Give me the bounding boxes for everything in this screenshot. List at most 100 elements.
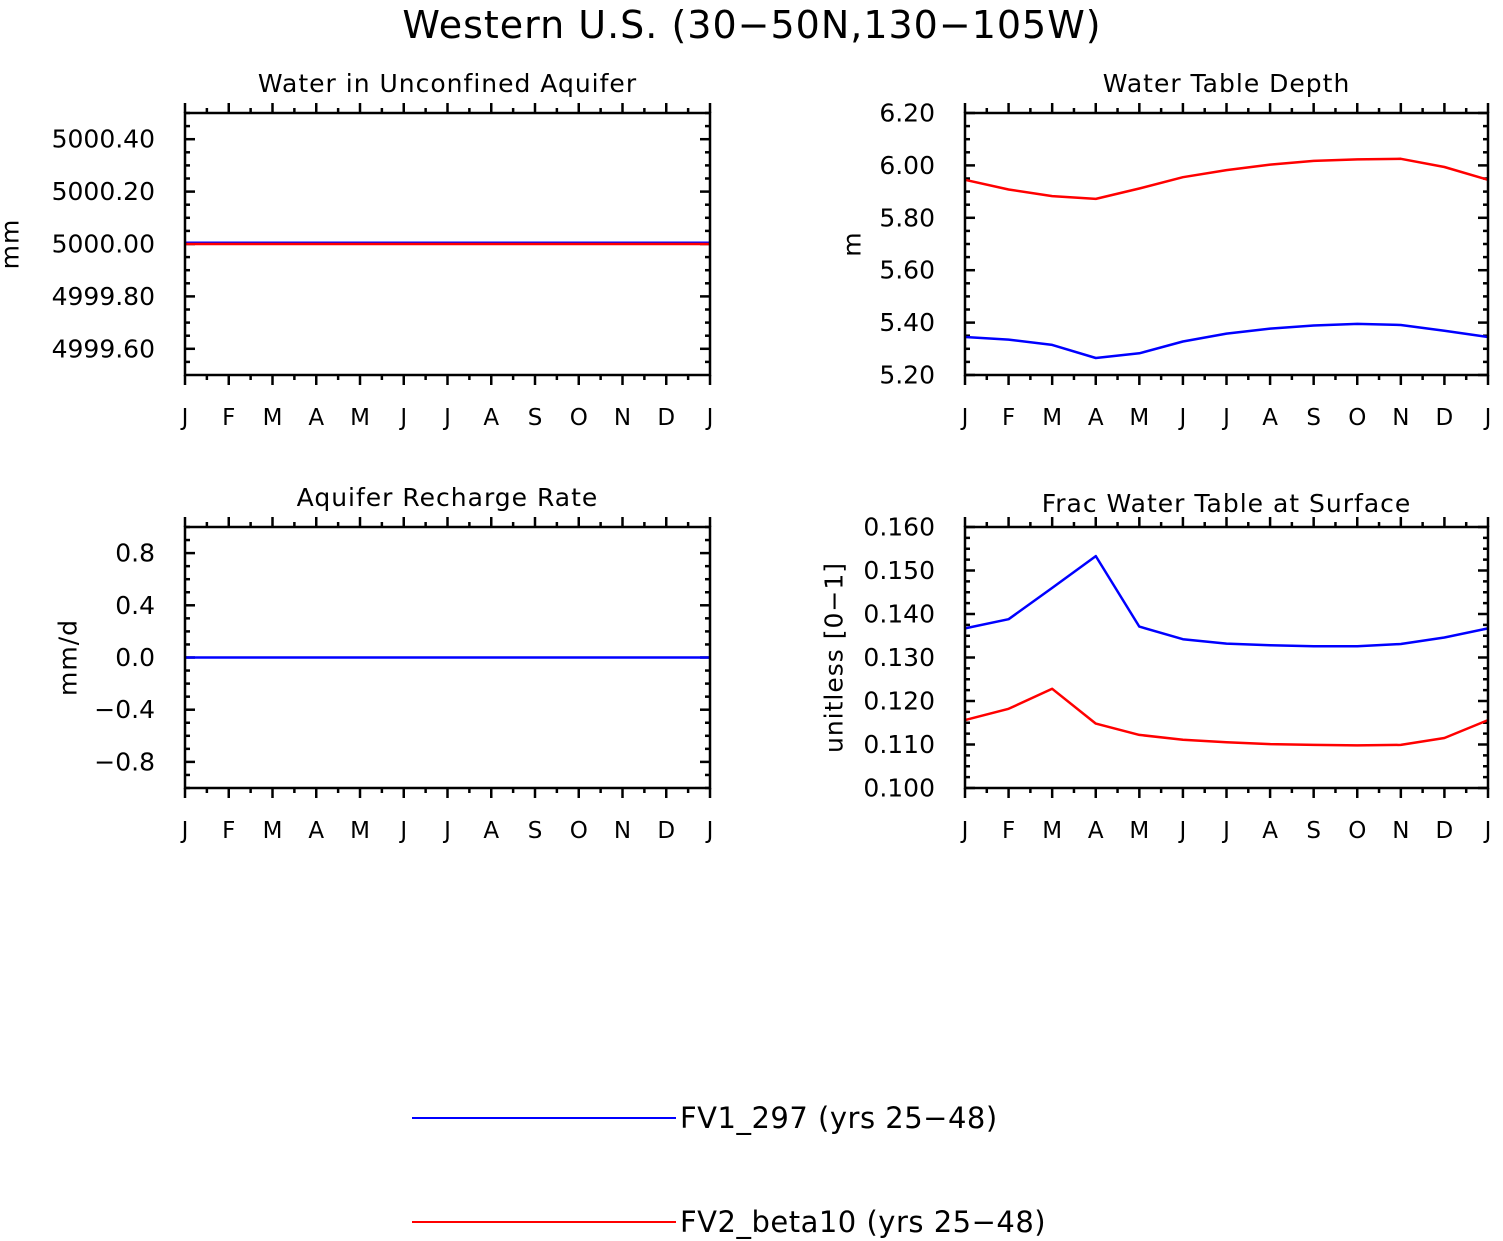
y-tick-label: 6.00 — [879, 151, 935, 180]
plot-frame — [963, 525, 1490, 790]
y-tick-label: 0.8 — [115, 539, 155, 568]
series-line-1 — [964, 322, 1489, 360]
chart-panel-4: Frac Water Table at Surface unitless [0−1… — [820, 489, 1492, 844]
y-axis-label: unitless [0−1] — [820, 562, 849, 753]
x-tick-label: A — [1262, 818, 1278, 844]
x-tick-label: A — [483, 405, 499, 431]
y-tick-label: 0.140 — [863, 600, 935, 629]
y-tick-label: 6.20 — [879, 99, 935, 128]
y-tick-label: 0.160 — [863, 513, 935, 542]
x-tick-label: A — [308, 405, 324, 431]
x-tick-label: J — [1483, 405, 1492, 431]
x-tick-label: A — [483, 818, 499, 844]
x-tick-label: N — [1392, 405, 1409, 431]
figure-title: Western U.S. (30−50N,130−105W) — [402, 3, 1101, 47]
x-tick-label: O — [570, 405, 588, 431]
x-tick-label: N — [1392, 818, 1409, 844]
y-tick-label: 5.60 — [879, 256, 935, 285]
x-tick-label: J — [398, 405, 407, 431]
y-axis-label: mm/d — [54, 619, 83, 696]
y-tick-label: 5000.40 — [52, 125, 155, 154]
x-tick-label: O — [1348, 818, 1366, 844]
x-tick-label: O — [570, 818, 588, 844]
x-tick-label: D — [657, 405, 675, 431]
x-tick-label: J — [442, 405, 451, 431]
x-tick-label: M — [1042, 818, 1062, 844]
legend-label: FV1_297 (yrs 25−48) — [680, 1101, 998, 1135]
x-tick-label: J — [960, 818, 969, 844]
x-tick-label: J — [1221, 818, 1230, 844]
y-tick-label: 5.80 — [879, 203, 935, 232]
x-tick-label: M — [263, 405, 283, 431]
x-tick-label: S — [1306, 818, 1321, 844]
series-line-2 — [964, 687, 1489, 747]
x-tick-label: N — [614, 818, 631, 844]
y-tick-label: 5000.20 — [52, 177, 155, 206]
x-tick-label: M — [350, 405, 370, 431]
x-tick-label: M — [1129, 818, 1149, 844]
x-tick-label: F — [222, 405, 235, 431]
panel-title: Frac Water Table at Surface — [1042, 489, 1412, 518]
x-tick-label: M — [1129, 405, 1149, 431]
x-tick-label: D — [1436, 818, 1454, 844]
legend: FV1_297 (yrs 25−48) FV2_beta10 (yrs 25−48… — [412, 1101, 1046, 1239]
y-tick-label: 0.0 — [115, 643, 155, 672]
x-tick-label: A — [1088, 405, 1104, 431]
x-tick-label: M — [1042, 405, 1062, 431]
x-tick-label: D — [1436, 405, 1454, 431]
x-tick-label: J — [705, 818, 714, 844]
x-tick-label: A — [1262, 405, 1278, 431]
x-tick-label: J — [180, 405, 189, 431]
x-tick-label: N — [614, 405, 631, 431]
series-line-2 — [964, 157, 1489, 201]
x-tick-label: F — [1002, 818, 1015, 844]
y-tick-label: 0.100 — [863, 774, 935, 803]
panel-title: Water in Unconfined Aquifer — [258, 69, 637, 98]
x-tick-label: J — [1221, 405, 1230, 431]
panel-title: Aquifer Recharge Rate — [297, 483, 599, 512]
y-tick-label: −0.8 — [94, 747, 155, 776]
plot-frame — [963, 111, 1490, 377]
x-tick-label: M — [263, 818, 283, 844]
x-tick-label: J — [960, 405, 969, 431]
x-tick-label: S — [528, 405, 543, 431]
y-tick-label: 5.20 — [879, 361, 935, 390]
x-tick-label: A — [308, 818, 324, 844]
y-axis-label: m — [838, 231, 867, 256]
y-tick-label: 0.150 — [863, 556, 935, 585]
x-tick-label: O — [1348, 405, 1366, 431]
plot-frame — [183, 525, 712, 790]
x-tick-label: S — [528, 818, 543, 844]
x-tick-label: A — [1088, 818, 1104, 844]
x-tick-label: J — [398, 818, 407, 844]
y-tick-label: −0.4 — [94, 695, 155, 724]
x-tick-label: J — [442, 818, 451, 844]
y-tick-label: 5000.00 — [52, 230, 155, 259]
panel-title: Water Table Depth — [1103, 69, 1351, 98]
legend-label: FV2_beta10 (yrs 25−48) — [680, 1205, 1046, 1239]
y-tick-label: 5.40 — [879, 308, 935, 337]
x-tick-label: J — [1483, 818, 1492, 844]
x-tick-label: J — [180, 818, 189, 844]
x-tick-label: F — [222, 818, 235, 844]
x-tick-label: F — [1002, 405, 1015, 431]
y-tick-label: 0.120 — [863, 687, 935, 716]
y-tick-label: 0.130 — [863, 643, 935, 672]
x-tick-label: D — [657, 818, 675, 844]
plot-frame — [183, 111, 712, 377]
y-tick-label: 0.110 — [863, 730, 935, 759]
x-tick-label: J — [705, 405, 714, 431]
y-axis-label: mm — [0, 219, 25, 270]
x-tick-label: M — [350, 818, 370, 844]
y-tick-label: 4999.60 — [52, 334, 155, 363]
x-tick-label: J — [1178, 405, 1187, 431]
x-tick-label: S — [1306, 405, 1321, 431]
y-tick-label: 4999.80 — [52, 282, 155, 311]
series-line-1 — [964, 554, 1489, 648]
x-tick-label: J — [1178, 818, 1187, 844]
y-tick-label: 0.4 — [115, 591, 155, 620]
